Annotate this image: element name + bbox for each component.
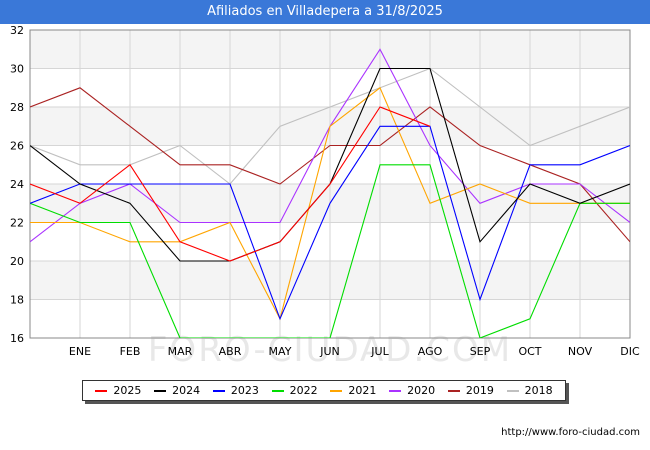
- legend-swatch: [212, 389, 225, 392]
- legend-label: 2022: [289, 384, 318, 397]
- x-tick-label: SEP: [470, 345, 491, 358]
- legend-swatch: [271, 389, 284, 392]
- y-tick-label: 18: [10, 294, 24, 307]
- legend-swatch: [95, 389, 108, 392]
- y-tick-label: 30: [10, 63, 24, 76]
- legend-swatch: [330, 389, 343, 392]
- legend-item: 2020: [389, 384, 435, 397]
- legend-swatch: [506, 389, 519, 392]
- legend-label: 2020: [407, 384, 436, 397]
- x-tick-label: FEB: [120, 345, 141, 358]
- legend-label: 2025: [113, 384, 142, 397]
- legend-swatch: [154, 389, 167, 392]
- x-tick-label: DIC: [620, 345, 640, 358]
- y-tick-label: 32: [10, 24, 24, 37]
- chart-title: Afiliados en Villadepera a 31/8/2025: [0, 0, 650, 24]
- legend-label: 2021: [348, 384, 377, 397]
- legend-item: 2018: [506, 384, 553, 397]
- x-tick-label: MAR: [168, 345, 193, 358]
- series-line-2023: [30, 125, 630, 321]
- legend-label: 2023: [230, 384, 259, 397]
- legend: 2025 2024 2023 2022 2021 2020 2019 2018: [82, 380, 566, 401]
- series-line-2025: [30, 106, 431, 262]
- legend-label: 2024: [172, 384, 201, 397]
- x-tick-label: JUL: [370, 345, 389, 358]
- legend-label: 2018: [524, 384, 553, 397]
- legend-item: 2021: [330, 384, 376, 397]
- y-tick-label: 16: [10, 332, 24, 345]
- x-tick-label: MAY: [269, 345, 292, 358]
- x-tick-label: ABR: [219, 345, 242, 358]
- y-tick-label: 28: [10, 101, 24, 114]
- legend-item: 2024: [154, 384, 200, 397]
- legend-item: 2025: [95, 384, 141, 397]
- legend-item: 2022: [271, 384, 318, 397]
- legend-item: 2019: [447, 384, 494, 397]
- legend-swatch: [447, 389, 460, 392]
- x-tick-label: ENE: [69, 345, 91, 358]
- x-tick-label: OCT: [518, 345, 541, 358]
- series-line-2022: [30, 164, 630, 338]
- y-tick-label: 20: [10, 255, 24, 268]
- legend-item: 2023: [212, 384, 259, 397]
- y-tick-label: 24: [10, 178, 24, 191]
- x-tick-label: AGO: [418, 345, 443, 358]
- series-line-2021: [30, 86, 630, 321]
- x-tick-label: JUN: [319, 345, 340, 358]
- legend-label: 2019: [465, 384, 494, 397]
- y-tick-label: 22: [10, 217, 24, 230]
- x-tick-label: NOV: [568, 345, 593, 358]
- legend-swatch: [389, 389, 402, 392]
- watermark: FORO-CIUDAD.COM: [147, 330, 513, 370]
- source-link[interactable]: http://www.foro-ciudad.com: [501, 427, 640, 438]
- y-tick-label: 26: [10, 140, 24, 153]
